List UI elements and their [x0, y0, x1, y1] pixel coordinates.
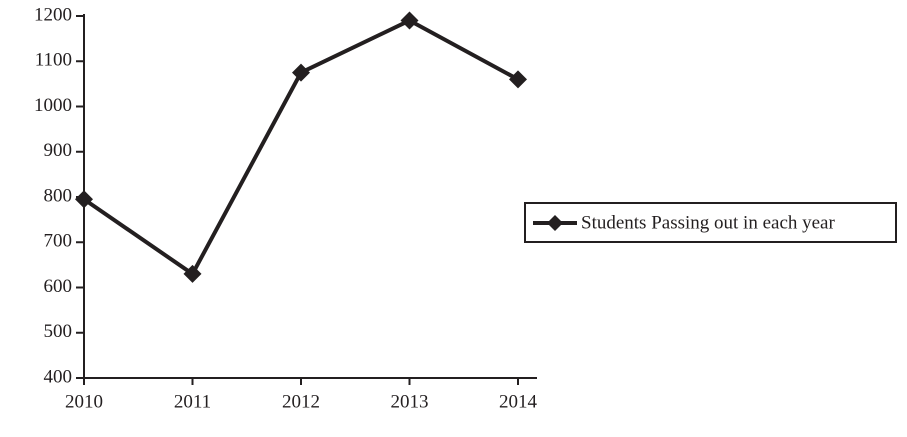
- x-tick-label: 2011: [174, 391, 211, 412]
- x-tick-label: 2013: [391, 391, 429, 412]
- legend-marker: [547, 215, 563, 231]
- y-tick-label: 900: [44, 140, 73, 161]
- y-tick-label: 600: [44, 276, 73, 297]
- y-tick-label: 1000: [34, 95, 72, 116]
- x-tick-label: 2014: [499, 391, 538, 412]
- y-tick-label: 800: [44, 185, 73, 206]
- y-tick-label: 1100: [35, 50, 72, 71]
- marker: [183, 264, 202, 283]
- marker: [509, 70, 527, 89]
- legend-box: [524, 202, 897, 243]
- marker: [75, 190, 93, 209]
- y-tick-label: 700: [44, 231, 73, 252]
- y-tick-label: 500: [44, 321, 73, 342]
- x-tick-label: 2012: [282, 391, 320, 412]
- marker: [400, 11, 419, 30]
- x-tick-label: 2010: [65, 391, 103, 412]
- y-tick-label: 400: [44, 366, 73, 387]
- marker: [292, 63, 310, 82]
- legend-label: Students Passing out in each year: [581, 212, 835, 233]
- line: [82, 18, 519, 277]
- y-tick-label: 1200: [34, 4, 72, 25]
